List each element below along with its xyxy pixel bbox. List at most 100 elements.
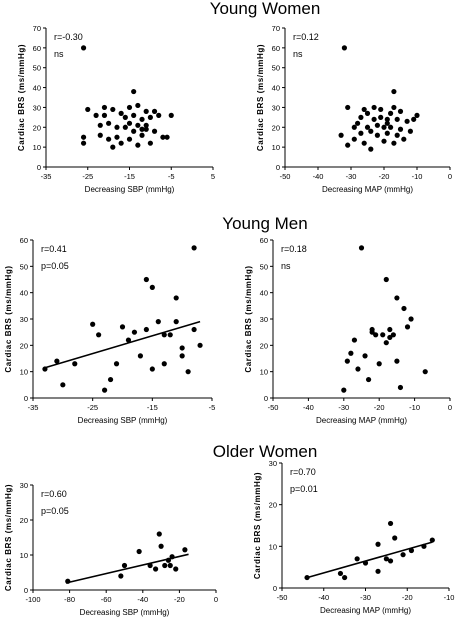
y-axis-label: Cardiac BRS (ms/mmHg) xyxy=(244,265,253,372)
data-point xyxy=(351,337,358,343)
data-point xyxy=(391,140,397,146)
data-point xyxy=(54,358,60,364)
scatter-panel-3: -35 -25 -15 -5 0 10 20 30 40 50 60 Decreasing SBP (… xyxy=(4,236,215,425)
y-axis-label: Cardiac BRS (ms/mmHg) xyxy=(256,44,265,151)
y-tick-label: 0 xyxy=(37,163,41,172)
y-tick-label: 40 xyxy=(260,289,268,298)
data-point xyxy=(401,136,407,142)
data-point xyxy=(65,578,71,584)
data-point xyxy=(391,88,397,95)
data-point xyxy=(368,128,374,134)
data-point xyxy=(337,570,344,577)
data-point xyxy=(122,114,128,120)
significance-label: ns xyxy=(54,49,64,59)
x-tick-label: -50 xyxy=(268,403,279,412)
data-point xyxy=(160,134,166,140)
significance-label: p=0.05 xyxy=(41,506,69,516)
y-tick-label: 10 xyxy=(260,368,268,377)
data-point xyxy=(375,568,381,574)
y-tick-label: 30 xyxy=(20,481,28,490)
y-tick-label: 50 xyxy=(272,64,280,73)
y-tick-label: 30 xyxy=(272,103,280,112)
data-point xyxy=(351,124,357,130)
y-axis-label: Cardiac BRS (ms/mmHg) xyxy=(4,265,13,372)
data-point xyxy=(429,537,435,543)
data-point xyxy=(191,326,197,333)
data-point xyxy=(173,295,179,301)
data-point xyxy=(147,562,153,569)
data-point xyxy=(345,142,351,148)
x-tick-label: -50 xyxy=(280,172,291,181)
x-tick-label: -30 xyxy=(360,593,371,602)
data-point xyxy=(348,350,354,356)
significance-label: ns xyxy=(281,261,291,271)
y-tick-label: 20 xyxy=(272,123,280,132)
data-point xyxy=(381,124,387,130)
y-tick-label: 20 xyxy=(20,341,28,350)
data-point xyxy=(149,366,155,372)
data-point xyxy=(392,535,398,541)
data-point xyxy=(153,566,159,572)
data-point xyxy=(408,316,414,322)
x-axis-label: Decreasing MAP (mmHg) xyxy=(320,606,411,615)
x-tick-label: -35 xyxy=(28,403,39,412)
x-tick-label: -15 xyxy=(124,172,135,181)
group-title-young-men: Young Men xyxy=(222,214,307,233)
data-point xyxy=(394,116,400,122)
data-point xyxy=(143,126,149,132)
y-tick-label: 10 xyxy=(269,542,277,551)
x-tick-label: -40 xyxy=(137,595,148,604)
y-tick-label: 0 xyxy=(24,394,28,403)
scatter-panel-6: -50 -40 -30 -20 -10 0 10 20 30 Decreasing MAP (mm… xyxy=(253,459,454,615)
data-point xyxy=(156,112,162,118)
y-tick-label: 10 xyxy=(20,551,28,560)
data-point xyxy=(400,552,406,558)
data-point xyxy=(122,124,128,130)
data-point xyxy=(361,106,367,113)
x-tick-label: -20 xyxy=(379,172,390,181)
data-point xyxy=(378,114,384,120)
data-point xyxy=(147,114,153,120)
scatter-panel-4: -50 -40 -30 -20 -10 0 0 10 20 30 40 50 60 Decreasing … xyxy=(244,236,452,425)
data-point xyxy=(341,387,347,393)
x-tick-label: -40 xyxy=(303,403,314,412)
data-point xyxy=(373,332,379,338)
data-point xyxy=(110,144,116,150)
data-point xyxy=(106,120,112,126)
y-tick-label: 10 xyxy=(33,143,41,152)
x-axis-label: Decreasing SBP (mmHg) xyxy=(85,185,175,194)
x-tick-label: -30 xyxy=(338,403,349,412)
x-tick-label: -15 xyxy=(147,403,158,412)
data-point xyxy=(131,329,138,335)
y-axis-label: Cardiac BRS (ms/mmHg) xyxy=(4,484,13,591)
x-tick-label: -35 xyxy=(41,172,52,181)
data-point xyxy=(169,554,175,560)
scatter-panel-5: -100 -80 -60 -40 -20 0 0 10 20 30 Decreasing SBP (… xyxy=(4,481,218,617)
x-tick-label: -100 xyxy=(25,595,40,604)
data-point xyxy=(179,345,185,351)
data-point xyxy=(191,245,197,251)
data-point xyxy=(143,108,149,114)
data-point xyxy=(101,104,108,111)
data-point xyxy=(126,104,133,111)
data-point xyxy=(390,332,396,338)
x-tick-label: -5 xyxy=(209,403,216,412)
data-point xyxy=(155,319,161,325)
x-tick-label: 5 xyxy=(211,172,215,181)
data-point xyxy=(147,140,153,146)
data-point xyxy=(119,324,126,330)
y-tick-label: 40 xyxy=(33,84,41,93)
y-axis-label: Cardiac BRS (ms/mmHg) xyxy=(253,472,262,579)
data-point xyxy=(368,146,374,152)
data-point xyxy=(358,245,365,251)
data-point xyxy=(173,566,179,572)
data-point xyxy=(143,122,149,128)
y-tick-label: 0 xyxy=(273,584,277,593)
data-point xyxy=(60,382,66,388)
x-tick-label: -30 xyxy=(346,172,357,181)
significance-label: p=0.05 xyxy=(41,261,69,271)
x-tick-label: -20 xyxy=(402,593,413,602)
data-point xyxy=(135,102,141,109)
data-point xyxy=(365,376,372,383)
correlation-label: r=0.60 xyxy=(41,489,67,499)
